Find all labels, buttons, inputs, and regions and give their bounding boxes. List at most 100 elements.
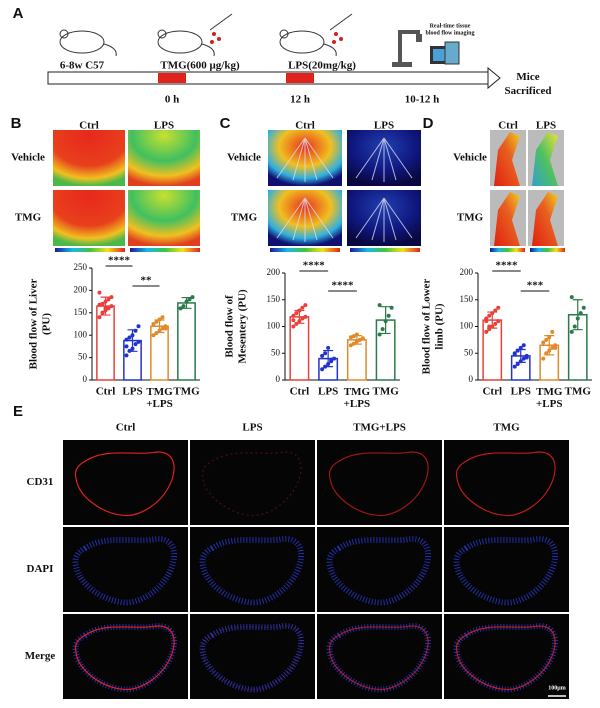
data-point: [575, 316, 580, 321]
y-tick-label: 100: [267, 321, 281, 331]
data-point: [320, 353, 325, 358]
label: C: [220, 115, 231, 132]
label: Mice Sacrificed: [504, 71, 551, 97]
label: CD31: [27, 476, 54, 488]
data-point: [550, 329, 555, 334]
data-point: [100, 310, 105, 315]
data-point: [360, 336, 365, 341]
data-point: [348, 343, 353, 348]
colorbar: [55, 248, 125, 252]
y-tick-label: 50: [78, 352, 88, 362]
data-point: [136, 324, 141, 329]
y-tick-label: 250: [74, 262, 88, 272]
data-point: [389, 305, 394, 310]
image: [532, 192, 558, 246]
label: 100μm: [548, 685, 565, 691]
label: DAPI: [27, 563, 54, 575]
label: TMG: [15, 212, 42, 224]
label: D: [423, 115, 434, 132]
image: [532, 132, 558, 186]
label: 10-12 h: [405, 94, 440, 106]
data-point: [181, 304, 186, 309]
bar: [482, 319, 503, 381]
bar: [177, 302, 196, 381]
label: TMG: [231, 212, 258, 224]
data-point: [512, 352, 517, 357]
x-tick-label: TMG +LPS: [536, 386, 563, 410]
data-point: [136, 339, 141, 344]
data-point: [294, 311, 299, 316]
data-point: [291, 324, 296, 329]
data-point: [329, 357, 334, 362]
data-point: [351, 334, 356, 339]
data-point: [151, 322, 156, 326]
data-point: [323, 364, 328, 369]
data-point: [544, 337, 549, 342]
label: 12 h: [290, 94, 310, 106]
timeline: [47, 13, 501, 90]
data-point: [518, 345, 523, 350]
data-point: [521, 343, 526, 348]
data-point: [487, 313, 492, 318]
significance-label: **: [141, 275, 153, 287]
y-tick-label: 150: [460, 294, 474, 304]
data-point: [490, 311, 495, 316]
data-point: [100, 301, 105, 306]
data-point: [357, 337, 362, 342]
colorbar: [130, 248, 200, 252]
image: [494, 132, 520, 186]
y-axis-label: Blood flow ofMesentery (PU): [223, 289, 248, 364]
label: TMG(600 μg/kg): [160, 60, 240, 72]
vessels: [355, 137, 413, 182]
data-point: [493, 308, 498, 313]
vessels: [355, 197, 413, 242]
data-point: [97, 315, 102, 320]
label: TMG: [493, 422, 520, 434]
data-point: [547, 348, 552, 353]
vessels: [276, 197, 334, 242]
y-tick-label: 200: [460, 267, 474, 277]
data-point: [294, 321, 299, 326]
data-point: [351, 341, 356, 346]
image: [494, 192, 520, 246]
data-point: [569, 295, 574, 300]
x-tick-label: Ctrl: [96, 386, 116, 398]
significance-label: ****: [332, 280, 355, 292]
data-point: [124, 344, 129, 349]
label: Ctrl: [498, 120, 518, 132]
label: Vehicle: [453, 152, 487, 164]
data-point: [190, 295, 195, 300]
label: E: [13, 403, 23, 420]
data-point: [303, 314, 308, 319]
data-point: [291, 313, 296, 318]
data-point: [106, 306, 111, 311]
x-tick-label: TMG +LPS: [344, 386, 371, 410]
y-tick-label: 200: [74, 284, 88, 294]
x-tick-label: TMG: [372, 386, 399, 398]
data-point: [377, 332, 382, 337]
data-point: [127, 348, 132, 353]
x-tick-label: Ctrl: [290, 386, 310, 398]
y-tick-label: 150: [74, 307, 88, 317]
data-point: [178, 306, 183, 311]
label: LPS: [242, 422, 262, 434]
data-point: [124, 353, 129, 358]
data-point: [569, 329, 574, 334]
significance-label: ****: [303, 260, 326, 272]
significance-label: ****: [496, 260, 519, 272]
data-point: [544, 351, 549, 356]
label: Real-time tissue blood flow imaging: [425, 24, 474, 37]
colorbar: [350, 248, 420, 252]
y-axis-label: Blood flow of Lowerlimb (PU): [420, 279, 445, 375]
error-bar: [572, 299, 583, 331]
data-point: [106, 297, 111, 302]
data-point: [297, 308, 302, 313]
label: Ctrl: [295, 120, 315, 132]
significance-label: ***: [527, 280, 544, 292]
data-point: [515, 348, 520, 353]
data-point: [124, 337, 129, 342]
image: [128, 130, 200, 186]
data-point: [496, 319, 501, 324]
label: Merge: [25, 650, 56, 662]
label: 0 h: [165, 94, 179, 106]
